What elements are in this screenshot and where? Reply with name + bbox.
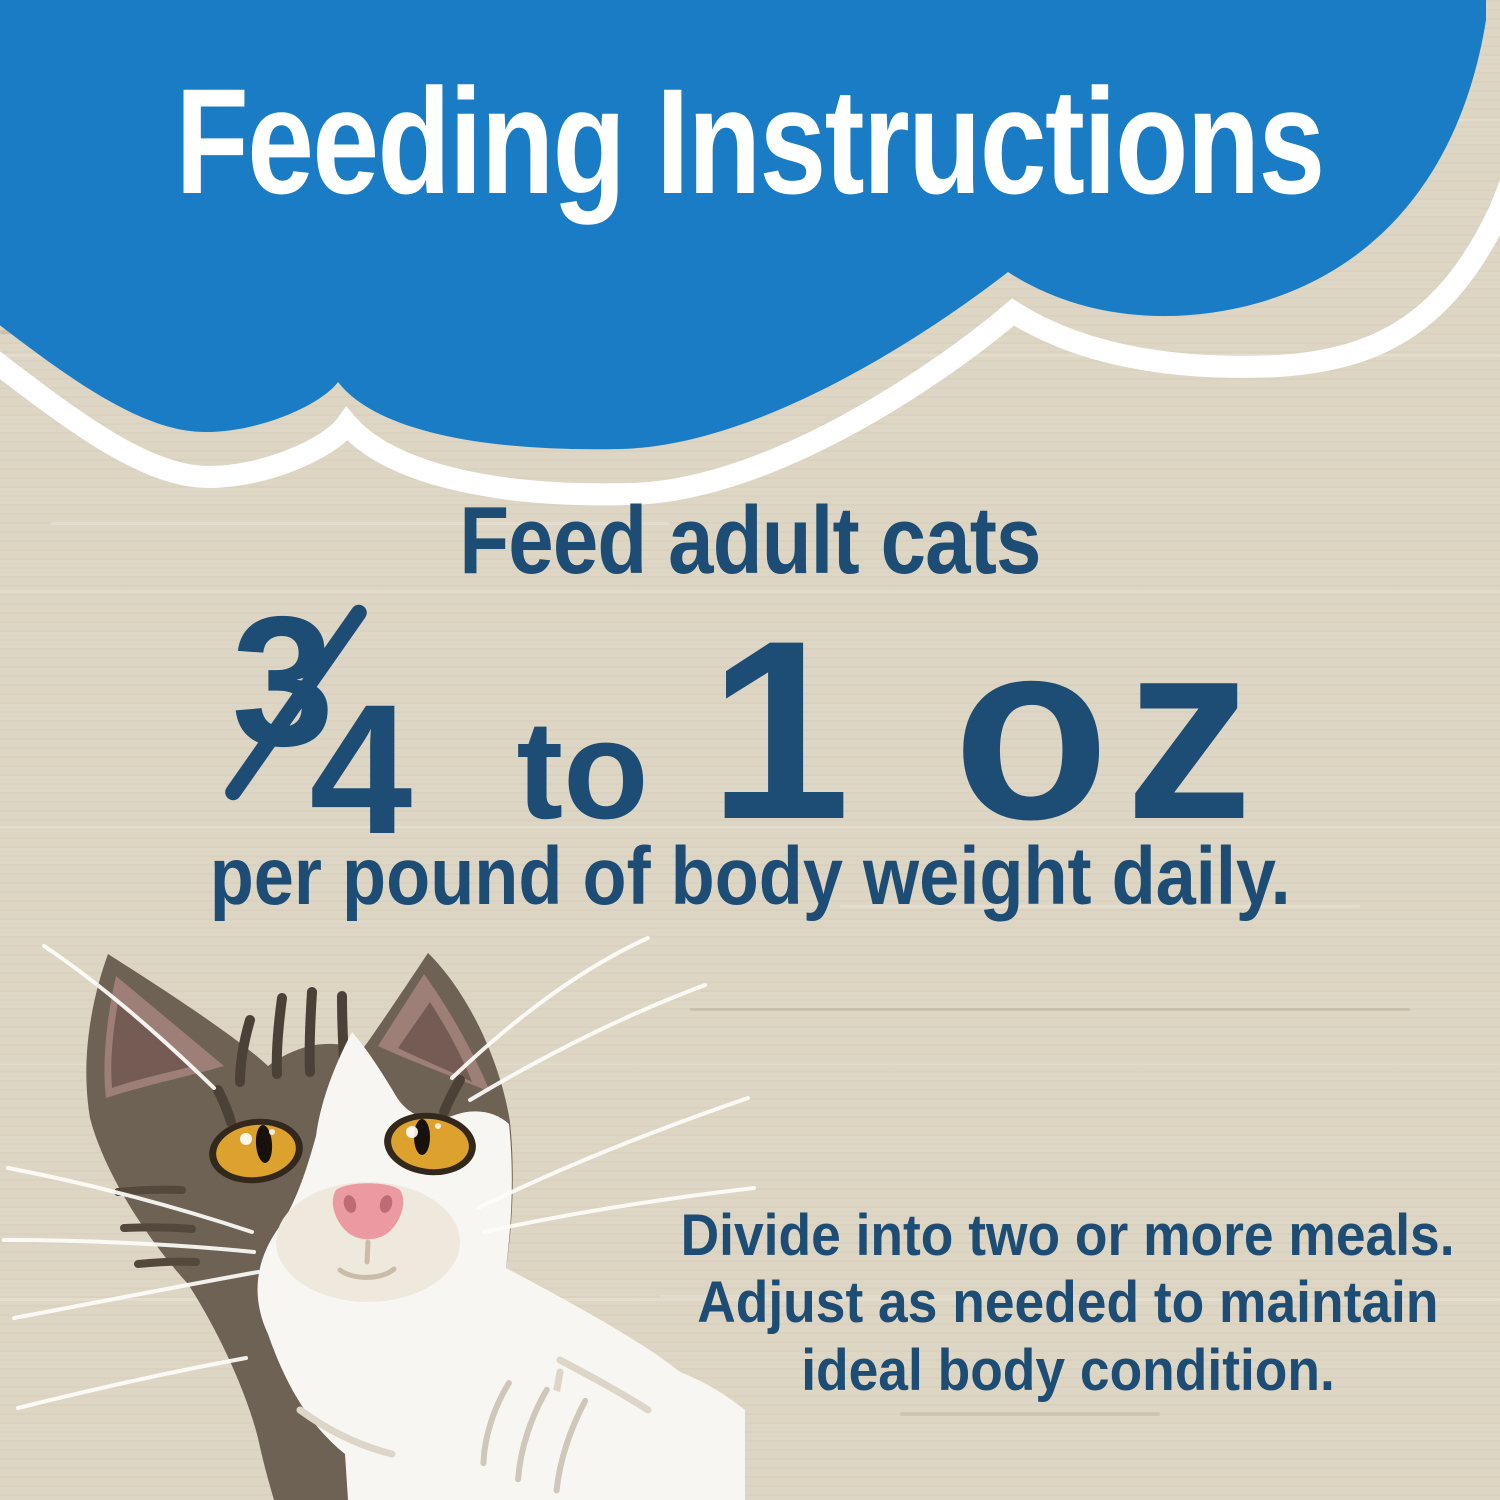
feeding-intro-line: Feed adult cats [459, 487, 1041, 594]
cloud-outline-stripe [0, 180, 1500, 506]
page-title: Feeding Instructions [0, 66, 1500, 216]
wood-knot [900, 1412, 1160, 1416]
feeding-unit-line: per pound of body weight daily. [209, 831, 1291, 922]
cat-photo [2, 936, 756, 1500]
note-line: Adjust as needed to maintain [696, 1270, 1439, 1336]
fraction-denominator: 4 [309, 667, 413, 873]
note-line: ideal body condition. [800, 1337, 1335, 1403]
cat-mouth [337, 1239, 397, 1280]
feeding-amount-line: 3 4 to 1 oz [0, 588, 1500, 873]
feeding-note: Divide into two or more meals. Adjust as… [615, 1202, 1500, 1404]
cat-paw [452, 1377, 743, 1500]
cat-right-eye [384, 1112, 476, 1176]
cat-nose [332, 1183, 404, 1240]
page-title-text: Feeding Instructions [175, 57, 1326, 225]
cat-whiskers [2, 936, 756, 1410]
cloud-banner [0, 0, 1500, 506]
cat-white-fur [257, 1032, 745, 1500]
amount-max: 1 oz [708, 588, 1269, 873]
amount-fraction: 3 4 [222, 590, 456, 863]
cat-left-eye [209, 1118, 303, 1184]
cloud-shape [0, 0, 1486, 450]
wood-grain-streak [690, 1008, 1410, 1011]
amount-connector: to [516, 691, 649, 848]
note-line: Divide into two or more meals. [680, 1203, 1455, 1268]
cat-illustration [2, 936, 756, 1500]
